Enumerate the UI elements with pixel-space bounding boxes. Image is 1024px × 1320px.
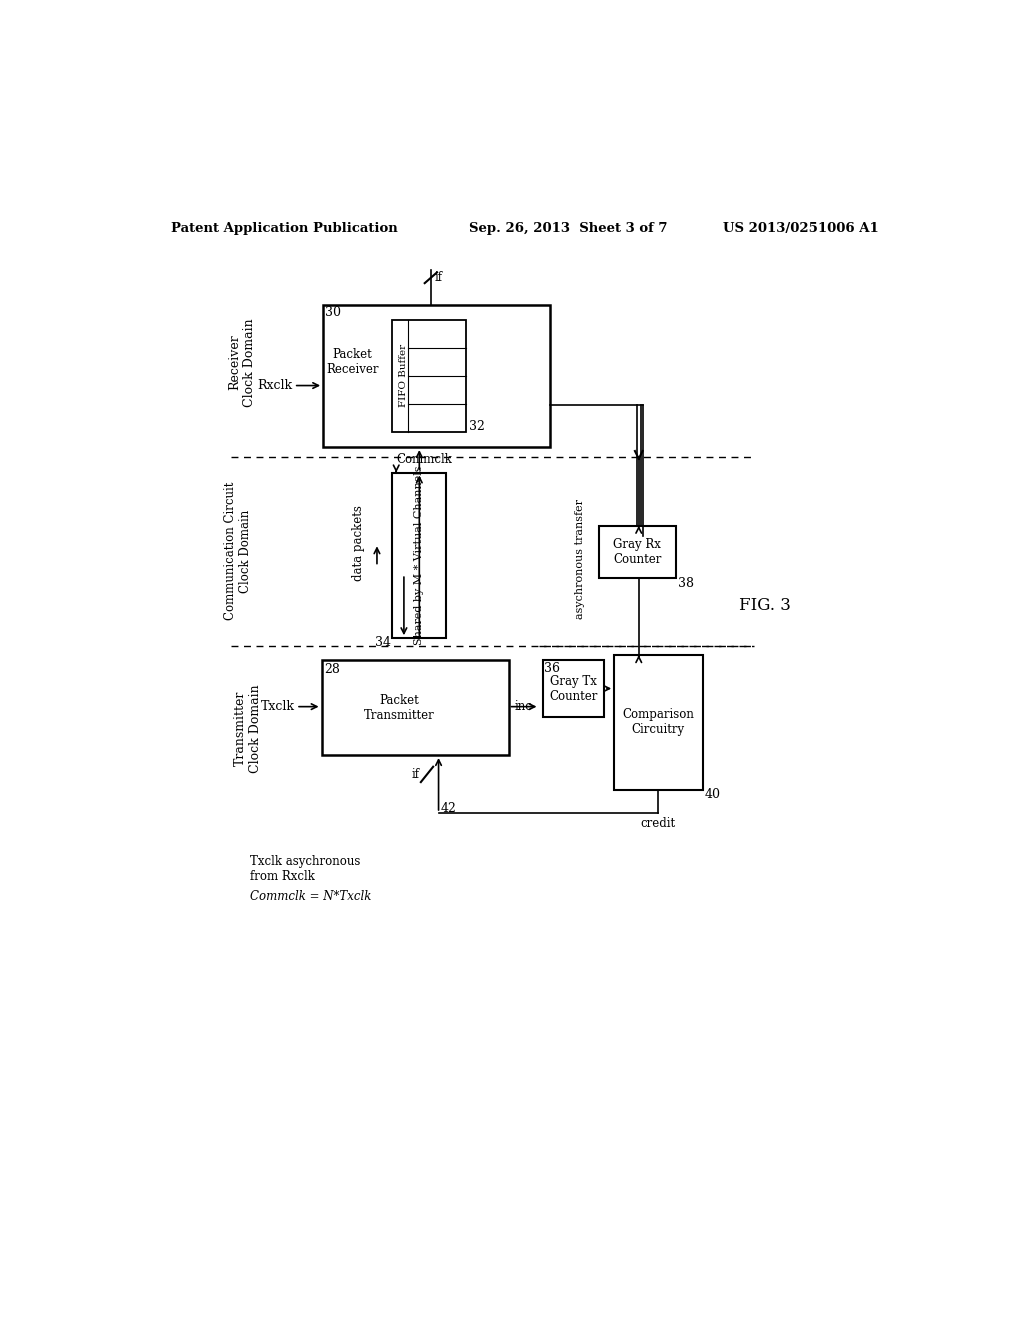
Bar [392, 473, 446, 638]
Text: FIG. 3: FIG. 3 [739, 597, 791, 614]
Text: Packet
Transmitter: Packet Transmitter [365, 694, 435, 722]
Text: Communication Circuit
Clock Domain: Communication Circuit Clock Domain [224, 482, 252, 620]
Text: Packet
Receiver: Packet Receiver [326, 348, 379, 376]
Text: US 2013/0251006 A1: US 2013/0251006 A1 [723, 222, 879, 235]
Text: 28: 28 [324, 663, 340, 676]
Text: Gray Rx
Counter: Gray Rx Counter [613, 537, 662, 566]
Bar [392, 321, 466, 432]
Text: Shared by M * Virtual Channels: Shared by M * Virtual Channels [415, 466, 424, 645]
Bar [599, 525, 676, 578]
Text: data packets: data packets [352, 506, 366, 581]
Text: credit: credit [641, 817, 676, 830]
Bar [323, 305, 550, 447]
Text: inc: inc [515, 700, 532, 713]
Text: asychronous transfer: asychronous transfer [575, 499, 586, 619]
Text: 42: 42 [441, 803, 457, 816]
Text: Rxclk: Rxclk [257, 379, 292, 392]
Text: 30: 30 [326, 306, 341, 319]
Text: 38: 38 [678, 577, 694, 590]
Text: 40: 40 [705, 788, 721, 801]
Text: if: if [435, 271, 442, 284]
Text: Commclk: Commclk [396, 453, 452, 466]
Text: FIFO Buffer: FIFO Buffer [399, 345, 409, 407]
Text: Transmitter
Clock Domain: Transmitter Clock Domain [233, 684, 261, 772]
Text: if: if [412, 768, 419, 781]
Text: Sep. 26, 2013  Sheet 3 of 7: Sep. 26, 2013 Sheet 3 of 7 [469, 222, 668, 235]
Text: Txclk asychronous
from Rxclk: Txclk asychronous from Rxclk [250, 855, 360, 883]
Text: Patent Application Publication: Patent Application Publication [171, 222, 397, 235]
Text: 34: 34 [375, 636, 391, 649]
Text: Comparison
Circuitry: Comparison Circuitry [623, 709, 694, 737]
Bar [322, 660, 509, 755]
Text: Gray Tx
Counter: Gray Tx Counter [549, 675, 597, 702]
Text: Txclk: Txclk [260, 700, 295, 713]
Bar [543, 660, 604, 718]
Bar [614, 655, 702, 789]
Text: 36: 36 [544, 663, 560, 675]
Text: Receiver
Clock Domain: Receiver Clock Domain [228, 318, 256, 407]
Text: Commclk = N*Txclk: Commclk = N*Txclk [250, 890, 372, 903]
Text: 32: 32 [469, 420, 485, 433]
